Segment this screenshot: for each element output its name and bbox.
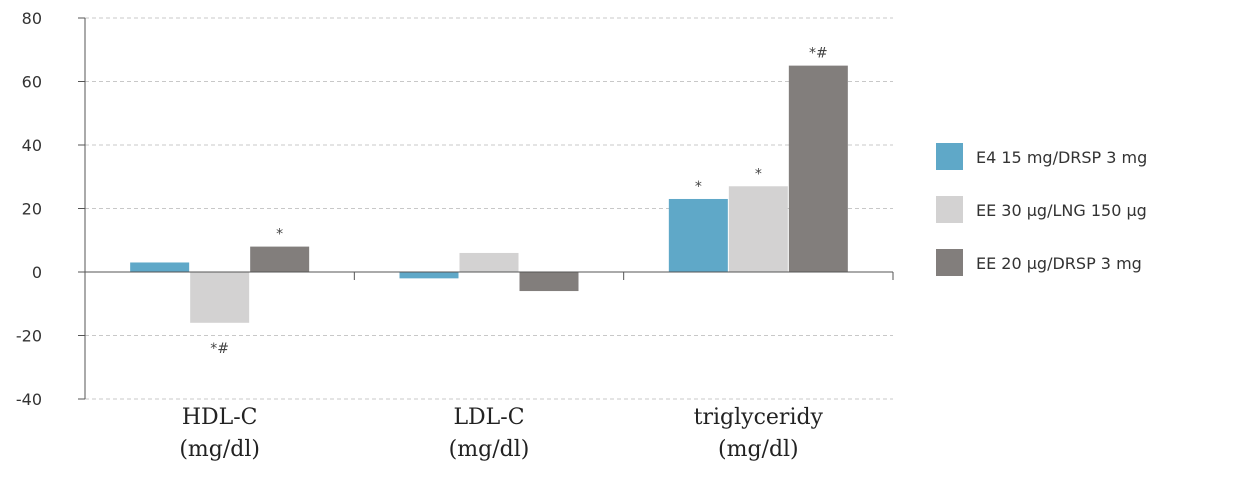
significance-marker: * xyxy=(755,166,762,182)
bar xyxy=(130,262,190,272)
y-tick-label: 40 xyxy=(22,136,42,155)
legend: E4 15 mg/DRSP 3 mg EE 30 µg/LNG 150 µg EE … xyxy=(936,143,1147,276)
bar xyxy=(728,186,788,272)
x-category-unit-label: (mg/dl) xyxy=(179,437,260,462)
legend-swatch xyxy=(936,143,963,170)
x-axis: HDL-C (mg/dl) LDL-C (mg/dl) triglyceridy (mg/… xyxy=(84,271,894,462)
y-tick-label: 60 xyxy=(22,73,42,92)
significance-marker: *# xyxy=(210,341,229,357)
legend-label: EE 20 µg/DRSP 3 mg xyxy=(976,254,1142,273)
bar xyxy=(250,246,310,272)
x-category-label: triglyceridy xyxy=(694,405,824,430)
y-tick-label: 0 xyxy=(32,263,42,282)
bar xyxy=(519,272,579,292)
x-category-unit-label: (mg/dl) xyxy=(718,437,799,462)
legend-label: E4 15 mg/DRSP 3 mg xyxy=(976,148,1147,167)
bar xyxy=(190,272,250,323)
bars: *# * * * *# xyxy=(130,46,848,357)
y-axis: 80 60 40 20 0 -20 -40 xyxy=(16,9,86,409)
legend-swatch xyxy=(936,196,963,223)
significance-marker: * xyxy=(695,179,702,195)
y-tick-label: -20 xyxy=(16,327,42,346)
bar xyxy=(668,198,728,272)
y-tick-label: -40 xyxy=(16,390,42,409)
y-tick-label: 20 xyxy=(22,200,42,219)
bar xyxy=(788,65,848,272)
legend-label: EE 30 µg/LNG 150 µg xyxy=(976,201,1147,220)
x-category-unit-label: (mg/dl) xyxy=(449,437,530,462)
legend-swatch xyxy=(936,249,963,276)
x-category-label: HDL-C xyxy=(182,405,258,430)
bar xyxy=(459,252,519,272)
y-tick-label: 80 xyxy=(22,9,42,28)
x-category-label: LDL-C xyxy=(453,405,524,430)
significance-marker: * xyxy=(276,227,283,243)
bar xyxy=(399,272,459,279)
significance-marker: *# xyxy=(809,46,828,62)
